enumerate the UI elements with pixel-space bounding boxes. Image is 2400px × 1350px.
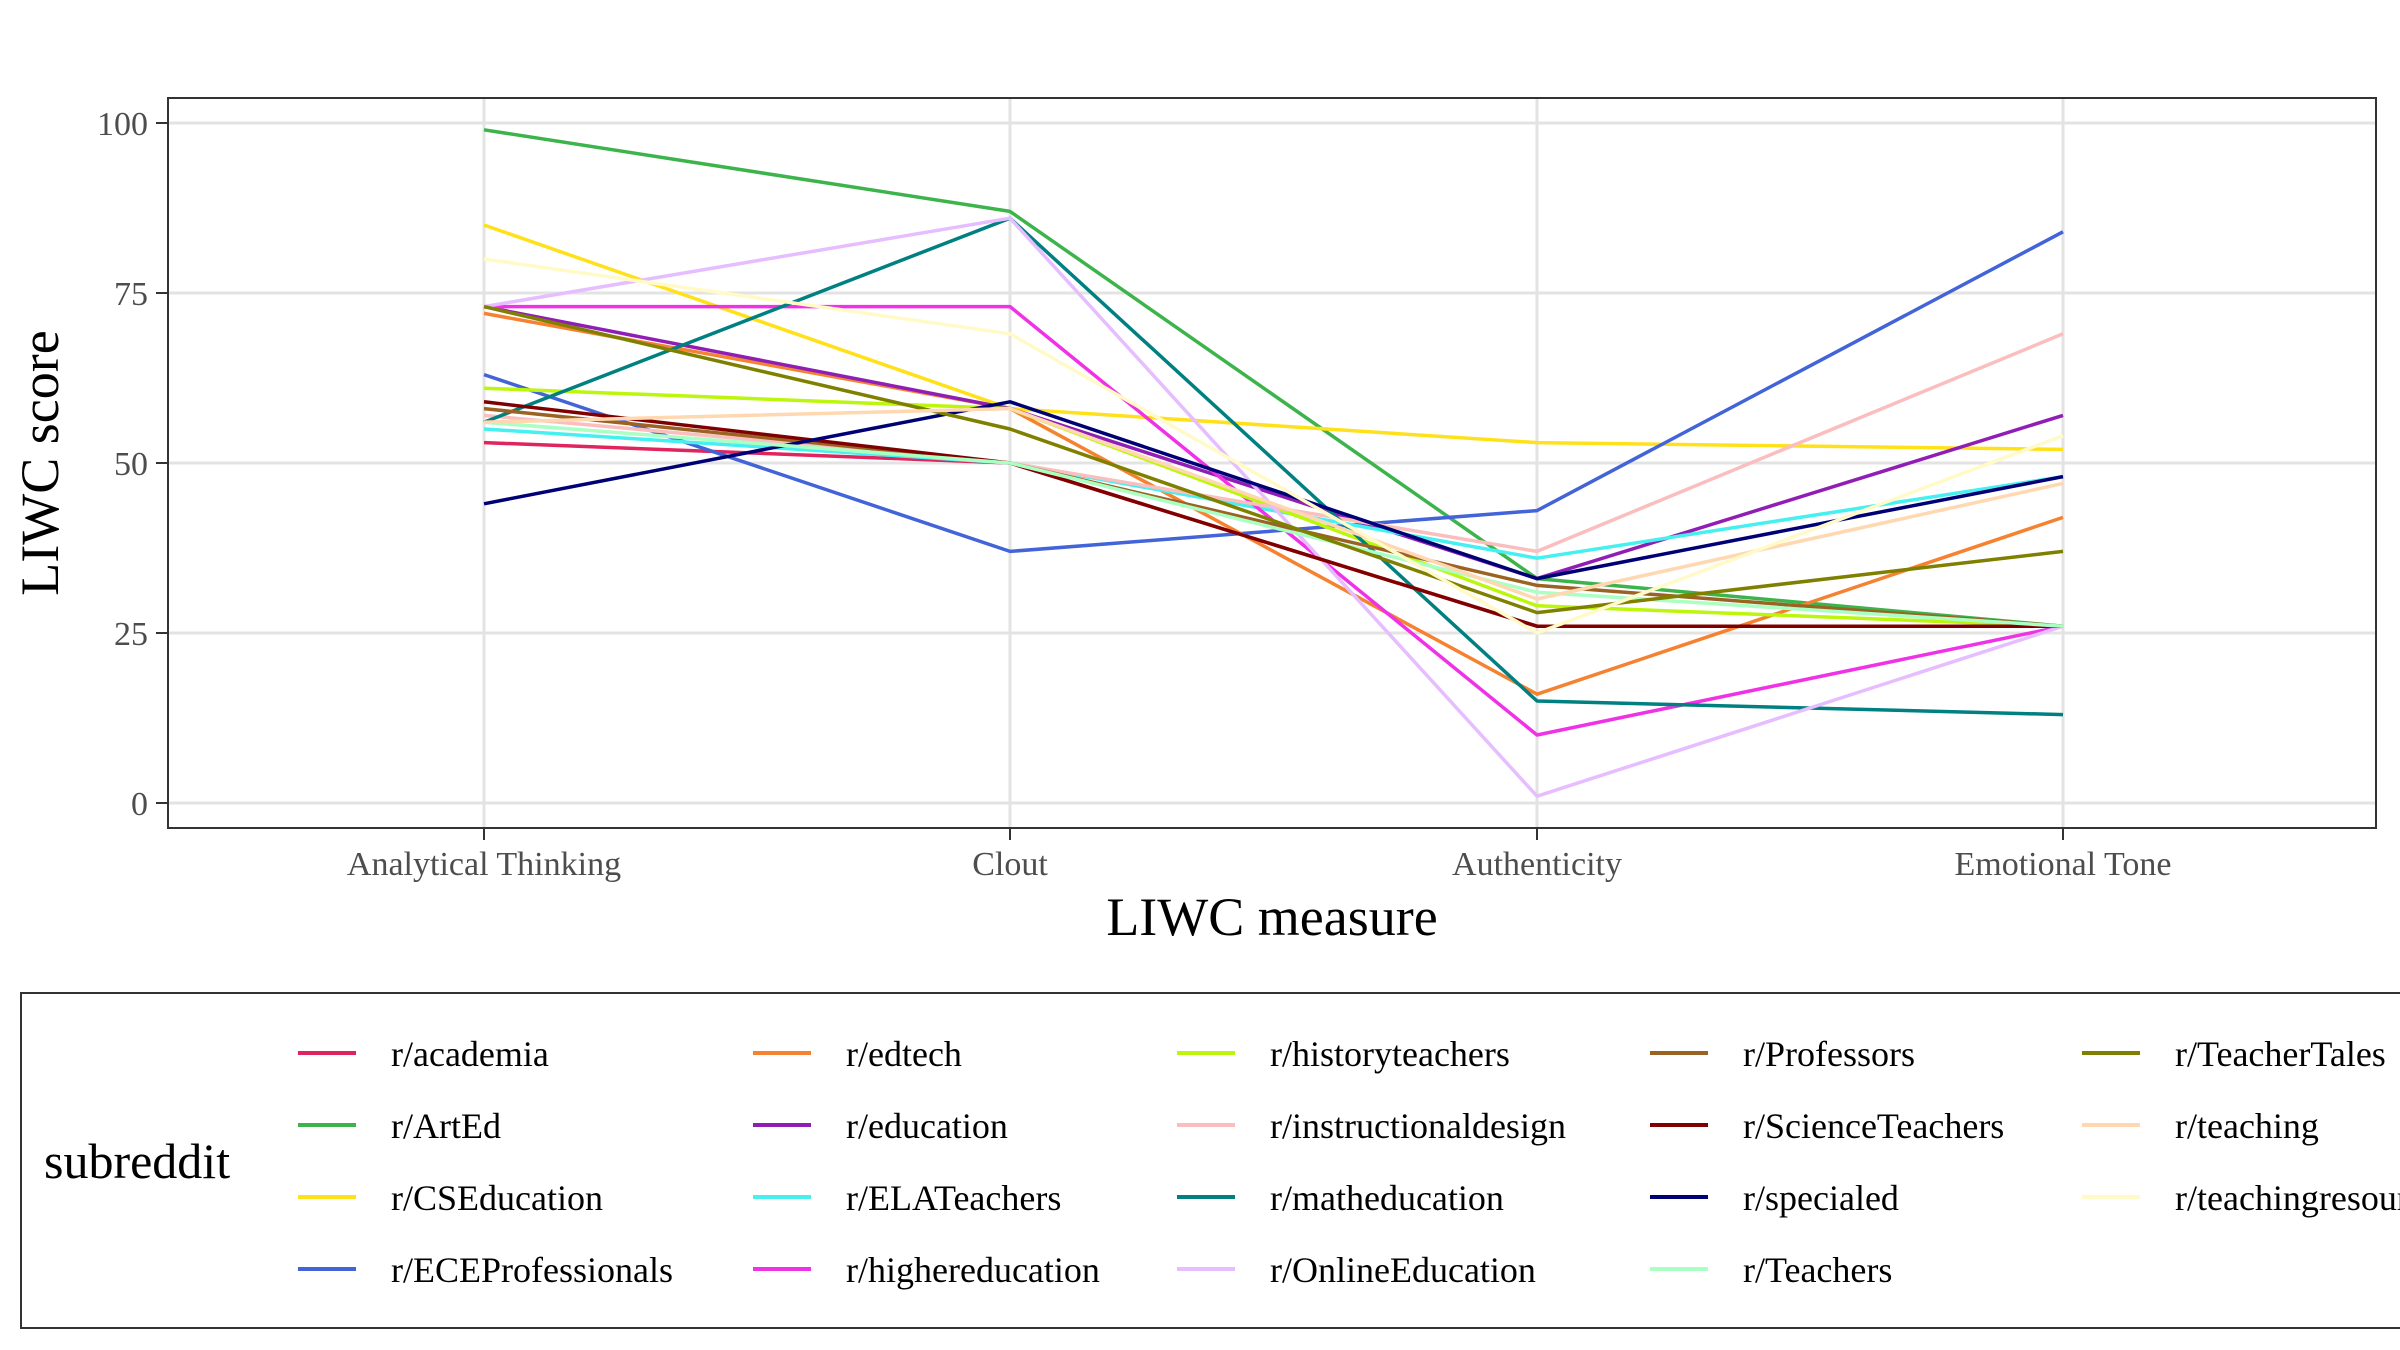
series-line-matheducation: [483, 216, 2064, 717]
legend-title: subreddit: [44, 1133, 230, 1189]
series-line-specialed: [483, 400, 2064, 581]
y-tick-label: 25: [114, 616, 148, 653]
legend-label: r/teachingresources: [2175, 1178, 2400, 1218]
series-line-education: [483, 304, 2064, 581]
y-tick-label: 50: [114, 446, 148, 483]
legend-label: r/matheducation: [1270, 1178, 1504, 1218]
legend-label: r/academia: [391, 1034, 549, 1074]
y-tick-label: 75: [114, 276, 148, 313]
x-tick-label: Analytical Thinking: [347, 846, 621, 883]
x-tick-label: Authenticity: [1452, 846, 1622, 883]
x-tick-label: Clout: [972, 846, 1048, 883]
legend: subreddit r/academia r/ArtEd r/CSEducation…: [20, 992, 2400, 1329]
legend-label: r/instructionaldesign: [1270, 1106, 1566, 1146]
axes: 0 25 50 75 100 Analytical Thinking Clout Authen…: [97, 106, 2172, 883]
legend-label: r/OnlineEducation: [1270, 1250, 1536, 1290]
series-line-elateachers: [483, 427, 2064, 560]
legend-label: r/ELATeachers: [846, 1178, 1061, 1218]
legend-label: r/historyteachers: [1270, 1034, 1510, 1074]
legend-label: r/ScienceTeachers: [1743, 1106, 2004, 1146]
legend-label: r/Teachers: [1743, 1250, 1892, 1290]
series-line-cseducation: [483, 223, 2064, 452]
legend-label: r/TeacherTales: [2175, 1034, 2386, 1074]
legend-label: r/specialed: [1743, 1178, 1899, 1218]
grid: [168, 98, 2376, 828]
legend-label: r/ArtEd: [391, 1106, 501, 1146]
y-tick-label: 0: [131, 786, 148, 823]
series-line-professors: [483, 406, 2064, 628]
series-line-eceprofessionals: [483, 230, 2064, 554]
x-axis-title: LIWC measure: [1106, 887, 1437, 947]
series-line-onlineeducation: [483, 216, 2064, 798]
legend-box: [20, 992, 2400, 1329]
series-lines: [483, 128, 2064, 798]
y-axis-title: LIWC score: [10, 330, 70, 595]
legend-label: r/Professors: [1743, 1034, 1915, 1074]
series-line-teachertales: [483, 304, 2064, 615]
legend-label: r/highereducation: [846, 1250, 1100, 1290]
y-tick-label: 100: [97, 106, 148, 143]
series-line-teaching: [483, 406, 2064, 601]
legend-label: r/teaching: [2175, 1106, 2319, 1146]
legend-label: r/education: [846, 1106, 1008, 1146]
series-line-scienceteachers: [483, 400, 2063, 628]
legend-label: r/ECEProfessionals: [391, 1250, 673, 1290]
series-line-teachers: [483, 420, 2064, 628]
legend-label: r/edtech: [846, 1034, 962, 1074]
series-line-teachingresources: [483, 257, 2064, 635]
legend-label: r/CSEducation: [391, 1178, 603, 1218]
legend-items: r/academia r/ArtEd r/CSEducation r/ECEProfe…: [298, 1034, 2400, 1290]
x-tick-label: Emotional Tone: [1954, 846, 2171, 883]
series-line-arted: [483, 128, 2064, 628]
